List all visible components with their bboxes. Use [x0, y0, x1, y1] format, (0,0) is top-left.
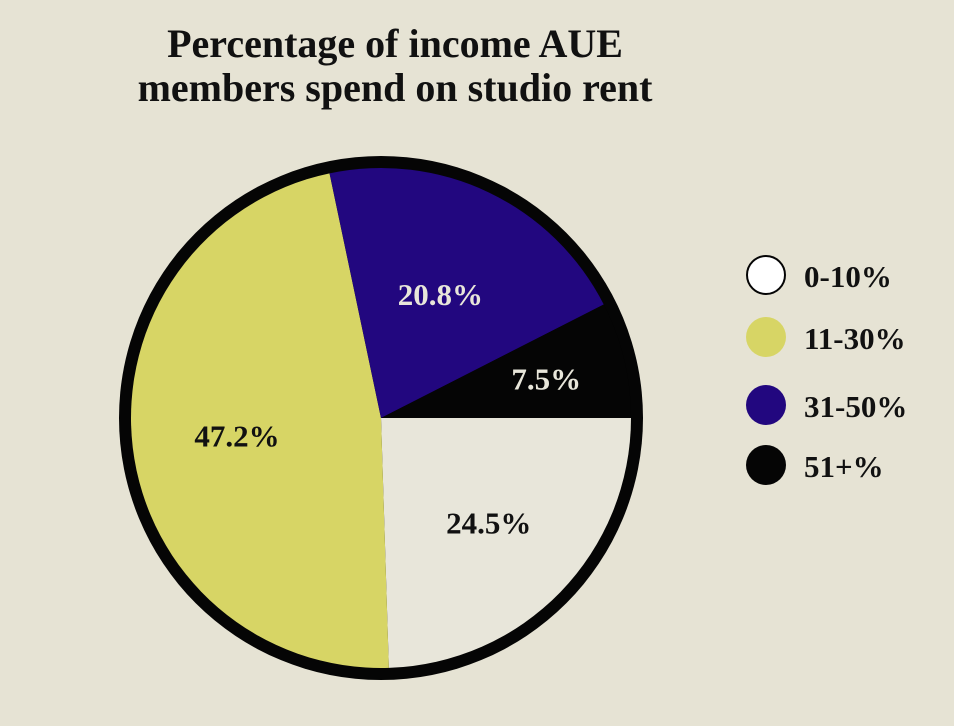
legend-item-31-50%: 31-50%	[746, 385, 946, 429]
legend-label-0-10%: 0-10%	[804, 259, 892, 294]
slice-label-11-30%: 47.2%	[194, 418, 279, 453]
legend-label-31-50%: 31-50%	[804, 389, 908, 424]
legend-item-51+%: 51+%	[746, 445, 946, 489]
legend-swatch-11-30%	[746, 317, 786, 357]
chart-title: Percentage of income AUE members spend o…	[0, 22, 790, 110]
chart-title-line-2: members spend on studio rent	[137, 65, 653, 110]
legend-label-51+%: 51+%	[804, 449, 884, 484]
slice-label-31-50%: 20.8%	[398, 277, 483, 312]
pie-slice-31-50%	[329, 167, 604, 418]
legend-item-0-10%: 0-10%	[746, 255, 946, 299]
pie-slice-0-10%	[381, 418, 631, 668]
legend-swatch-0-10%	[746, 255, 786, 295]
legend-label-11-30%: 11-30%	[804, 321, 906, 356]
legend-item-11-30%: 11-30%	[746, 317, 946, 361]
slice-label-51+%: 7.5%	[511, 361, 581, 396]
pie-slice-51+%	[381, 304, 631, 418]
pie-slice-11-30%	[130, 173, 389, 668]
chart-title-line-1: Percentage of income AUE	[167, 21, 623, 66]
legend-swatch-51+%	[746, 445, 786, 485]
legend-swatch-31-50%	[746, 385, 786, 425]
slice-label-0-10%: 24.5%	[446, 505, 531, 540]
